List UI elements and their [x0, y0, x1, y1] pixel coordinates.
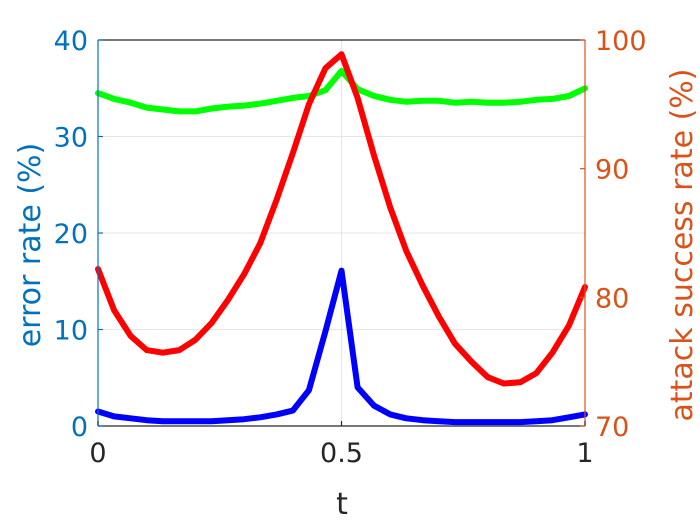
- y-axis-label-right: attack success rate (%): [665, 69, 700, 422]
- x-tick-label: 0.5: [320, 438, 363, 469]
- series-line-2: [95, 267, 588, 426]
- y-left-tick-label: 40: [54, 26, 88, 57]
- series-line-0: [95, 67, 588, 115]
- x-tick-label: 0: [89, 438, 106, 469]
- x-tick-label: 1: [576, 438, 593, 469]
- y-left-tick-label: 10: [54, 316, 88, 347]
- series-line-1: [95, 51, 588, 387]
- y-left-tick-label: 20: [54, 219, 88, 250]
- y-right-tick-label: 100: [595, 26, 647, 57]
- axes: [97, 39, 586, 427]
- series-layer: [95, 51, 588, 426]
- y-right-tick-label: 70: [595, 412, 629, 443]
- grid: [97, 39, 586, 427]
- y-left-tick-label: 0: [71, 412, 88, 443]
- y-right-tick-label: 80: [595, 283, 629, 314]
- y-left-tick-label: 30: [54, 123, 88, 154]
- x-axis-label: t: [336, 487, 348, 522]
- y-axis-label-left: error rate (%): [13, 143, 48, 348]
- y-right-tick-label: 90: [595, 155, 629, 186]
